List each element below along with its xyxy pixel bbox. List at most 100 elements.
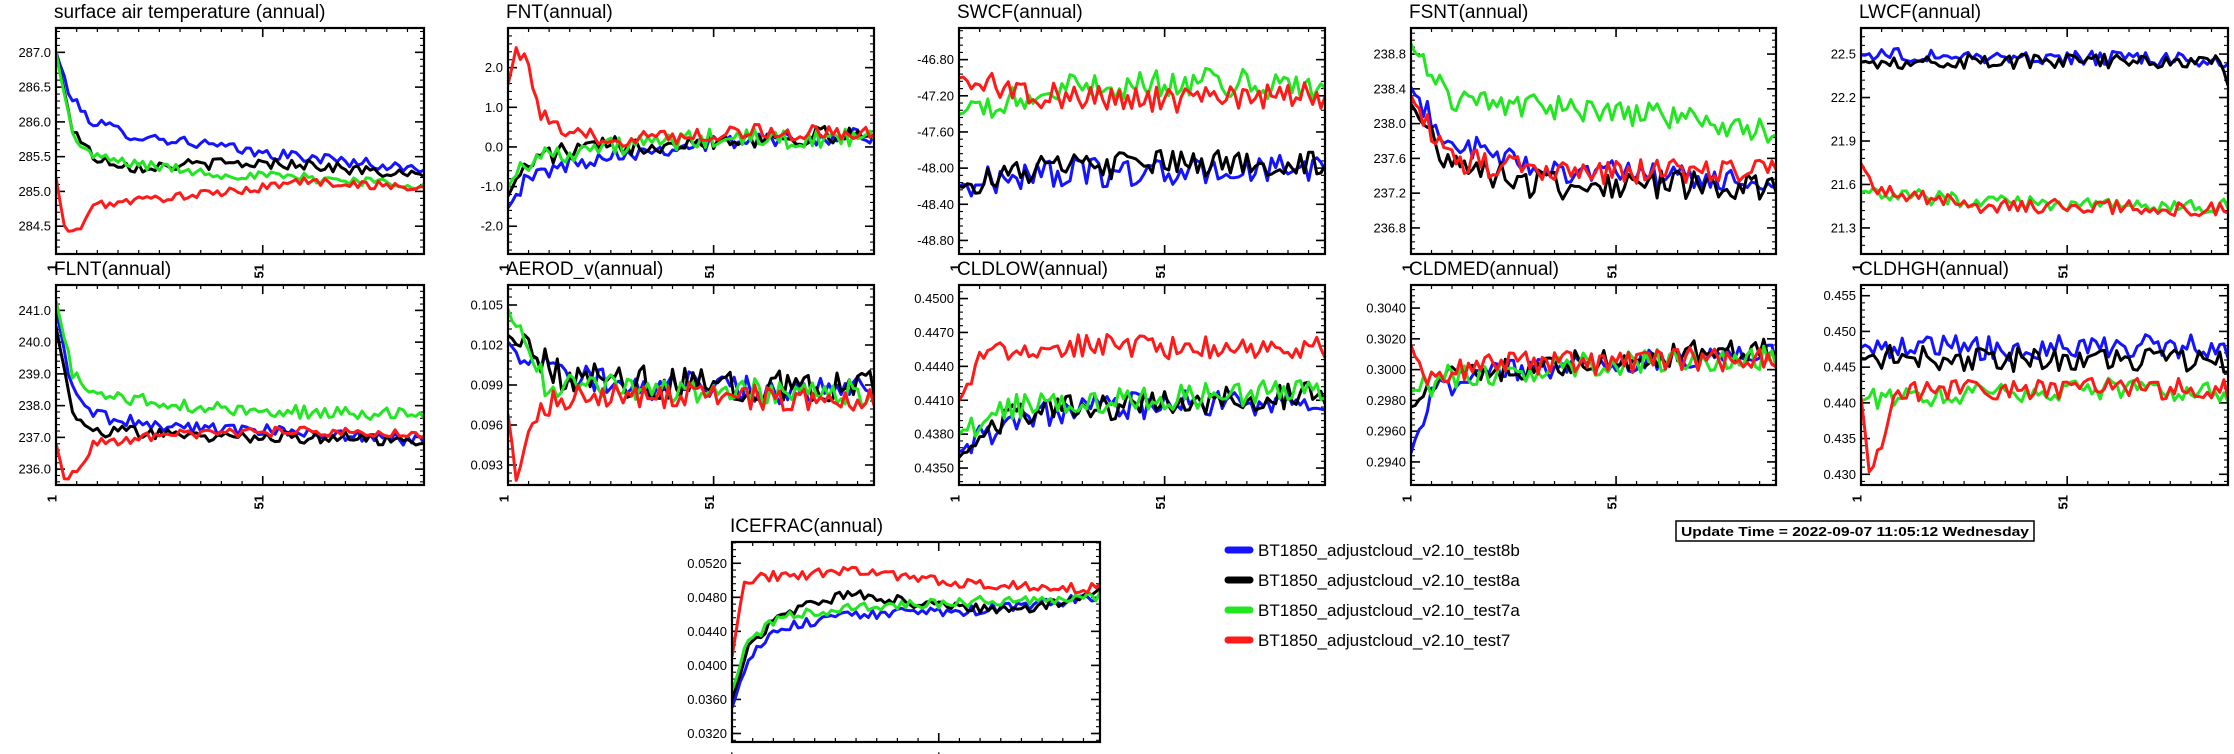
legend-item-test8a: BT1850_adjustcloud_v2.10_test8a: [1224, 571, 1520, 590]
panel-8: CLDLOW(annual)1 510.45000.44700.44400.441…: [914, 259, 1327, 509]
y-tick-label: 0.0520: [687, 556, 727, 571]
legend-item-test7a: BT1850_adjustcloud_v2.10_test7a: [1224, 601, 1520, 620]
panel-title: FNT(annual): [506, 2, 613, 23]
update-time-box: Update Time = 2022-09-07 11:05:12 Wednes…: [1675, 520, 2035, 542]
y-tick-label: 286.0: [18, 114, 51, 129]
panel-4: FSNT(annual) 1 51 238.8 238.4 238.0 237.6 237.2…: [1373, 2, 1778, 278]
y-tick-label: 0.3000: [1366, 362, 1406, 377]
y-tick-label: 21.9: [1831, 134, 1856, 149]
plot-area: [1861, 28, 2228, 254]
y-tick-label: 0.445: [1823, 360, 1856, 375]
y-tick-label: 0.0: [485, 139, 503, 154]
plot-frame: [506, 283, 876, 487]
series-line-test7: [1861, 376, 2228, 474]
y-tick-label: 241.0: [18, 303, 51, 318]
y-tick-label: 0.4410: [914, 393, 954, 408]
x-tick-label: 51: [251, 495, 266, 509]
y-tick-label: 0.102: [470, 338, 503, 353]
y-tick-label: 0.093: [470, 458, 503, 473]
panel-6: FLNT(annual)1 51241.0240.0239.0238.0237.0…: [18, 259, 426, 509]
y-tick-label: -48.40: [917, 197, 954, 212]
series-line-test7: [1411, 95, 1776, 186]
plot-area: [1411, 285, 1776, 485]
legend-item-test7: BT1850_adjustcloud_v2.10_test7: [1224, 631, 1510, 650]
y-tick-label: 238.4: [1373, 81, 1406, 96]
y-tick-label: 237.6: [1373, 151, 1406, 166]
series-line-test7: [959, 333, 1325, 402]
y-tick-label: 0.450: [1823, 324, 1856, 339]
x-tick-label: 51: [702, 264, 717, 278]
x-tick-label: 1: [45, 495, 60, 502]
series-line-test7a: [732, 591, 1100, 692]
panels: surface air temperature (annual) 1 51 287.0…: [18, 2, 2230, 754]
panel-10: CLDHGH(annual)1 510.4550.4500.4450.4400.4…: [1823, 259, 2230, 509]
y-tick-label: 0.440: [1823, 395, 1856, 410]
update-time-text: Update Time = 2022-09-07 11:05:12 Wednes…: [1681, 524, 2030, 539]
y-tick-label: 237.2: [1373, 186, 1406, 201]
panel-title: LWCF(annual): [1859, 2, 1981, 23]
x-tick-label: 1: [948, 495, 963, 502]
y-tick-label: 0.3040: [1366, 301, 1406, 316]
series-line-test7: [508, 381, 874, 482]
y-tick-label: 236.0: [18, 462, 51, 477]
plot-frame: [957, 283, 1327, 487]
y-tick-label: 286.5: [18, 80, 51, 95]
y-tick-label: -1.0: [481, 179, 503, 194]
panel-title: ICEFRAC(annual): [730, 516, 883, 537]
plot-frame: [54, 283, 426, 487]
y-tick-label: 0.4380: [914, 427, 954, 442]
series-line-test7a: [959, 66, 1325, 119]
y-tick-label: 285.5: [18, 149, 51, 164]
y-tick-label: 0.4440: [914, 359, 954, 374]
panel-5: LWCF(annual) 1 51 22.5 22.2 21.9 21.6 21.3: [1831, 2, 2230, 278]
panel-2: FNT(annual) 1 51 2.0 1.0 0.0 -1.0 -2.0: [481, 2, 876, 278]
x-tick-label: 51: [1605, 495, 1620, 509]
x-tick-label: 51: [2056, 264, 2071, 278]
plot-frame: [54, 26, 426, 256]
series-line-test7: [508, 46, 874, 148]
x-tick-label: 51: [251, 264, 266, 278]
update-time-frame: [1675, 520, 2035, 542]
panel-title: SWCF(annual): [957, 2, 1083, 23]
y-tick-label: 0.2940: [1366, 454, 1406, 469]
series-line-test7a: [56, 300, 424, 421]
x-tick-label: 51: [702, 495, 717, 509]
x-tick-label: 1: [497, 264, 512, 271]
y-tick-label: 237.0: [18, 430, 51, 445]
series-line-test7: [959, 71, 1325, 114]
y-tick-label: 0.435: [1823, 431, 1856, 446]
panel-title: surface air temperature (annual): [54, 2, 325, 23]
legend-label-test7: BT1850_adjustcloud_v2.10_test7: [1258, 631, 1510, 650]
series-line-test8a: [1861, 343, 2228, 374]
y-tick-label: 284.5: [18, 219, 51, 234]
series-line-test7: [732, 565, 1100, 658]
panel-title: CLDLOW(annual): [957, 259, 1108, 280]
series-line-test8b: [56, 309, 424, 447]
y-tick-label: 21.6: [1831, 177, 1856, 192]
plot-frame: [506, 26, 876, 256]
y-tick-label: 238.0: [1373, 116, 1406, 131]
panel-title: CLDHGH(annual): [1859, 259, 2009, 280]
series-line-test7: [1861, 162, 2228, 218]
x-tick-label: 1: [45, 264, 60, 271]
y-tick-label: 0.099: [470, 378, 503, 393]
y-tick-label: 285.0: [18, 184, 51, 199]
plot-area: [959, 285, 1325, 485]
panel-3: SWCF(annual) 1 51 -46.80 -47.20 -47.60 -48.00 -…: [917, 2, 1327, 278]
plot-frame: [1859, 283, 2230, 487]
plot-frame: [1409, 26, 1778, 256]
y-tick-label: 0.4470: [914, 325, 954, 340]
series-line-test8a: [56, 51, 424, 179]
y-tick-label: -46.80: [917, 52, 954, 67]
y-tick-label: 0.096: [470, 418, 503, 433]
y-tick-label: 0.105: [470, 298, 503, 313]
y-tick-label: 236.8: [1373, 220, 1406, 235]
panel-title: FLNT(annual): [54, 259, 171, 280]
series-line-test7: [56, 425, 424, 481]
x-tick-label: 51: [2056, 495, 2071, 509]
y-tick-label: -48.80: [917, 233, 954, 248]
x-tick-label: 51: [1153, 264, 1168, 278]
plot-frame: [1859, 26, 2230, 256]
x-tick-label: 51: [1153, 495, 1168, 509]
series-line-test8b: [56, 51, 424, 174]
